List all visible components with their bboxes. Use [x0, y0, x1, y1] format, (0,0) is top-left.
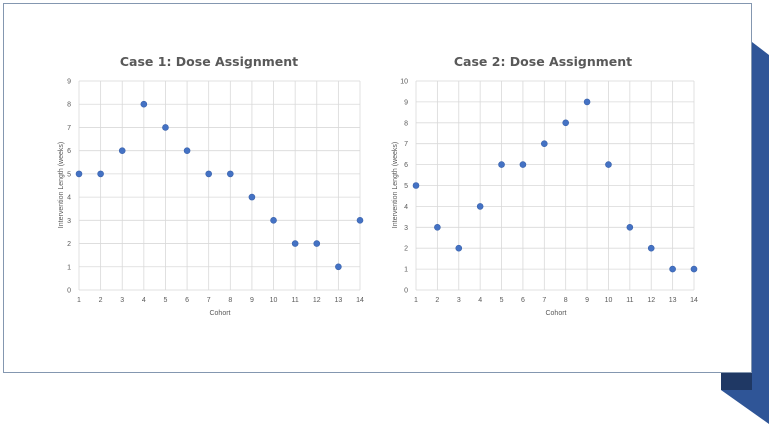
- chart-1-x-tick-label: 8: [228, 297, 232, 304]
- chart-1-y-tick-label: 4: [67, 195, 71, 202]
- chart-2-x-tick-label: 13: [669, 297, 677, 304]
- chart-1-x-tick-label: 9: [250, 297, 254, 304]
- chart-2-data-point: [669, 265, 676, 273]
- chart-1-y-tick-label: 9: [67, 79, 71, 86]
- chart-2-x-tick-label: 9: [585, 297, 589, 304]
- chart-1-y-tick-label: 0: [67, 288, 71, 295]
- chart-1-data-point: [162, 124, 169, 131]
- chart-2-y-tick-label: 7: [404, 141, 408, 148]
- chart-1-gridlines: [78, 80, 361, 291]
- chart-2-data-point: [519, 161, 527, 168]
- chart-1-x-tick-label: 2: [99, 297, 103, 304]
- chart-1-x-tick-label: 6: [185, 297, 189, 304]
- chart-2-y-tick-label: 0: [404, 288, 408, 295]
- ribbon-light: [721, 42, 769, 424]
- chart-1-x-tick-label: 14: [356, 297, 364, 304]
- chart-1-data-point: [313, 240, 321, 247]
- chart-1-x-tick-label: 10: [270, 297, 278, 304]
- chart-2-points: [412, 98, 698, 273]
- chart-1-x-tick-label: 7: [207, 297, 211, 304]
- chart-2-x-axis-label: Cohort: [545, 310, 566, 317]
- chart-2-y-tick-label: 4: [404, 204, 408, 211]
- chart-2-data-point: [498, 161, 505, 168]
- chart-1-data-point: [183, 147, 191, 154]
- chart-2-data-point: [690, 265, 698, 273]
- chart-1-data-point: [248, 193, 256, 201]
- chart-2-data-point: [455, 244, 463, 252]
- chart-1-x-tick-label: 11: [292, 297, 299, 304]
- chart-2-data-point: [434, 224, 441, 231]
- chart-2-gridlines: [415, 80, 695, 291]
- chart-1-data-point: [97, 170, 104, 178]
- chart-1-y-tick-label: 3: [67, 218, 71, 225]
- chart-2-x-tick-label: 6: [521, 297, 525, 304]
- chart-2-data-point: [476, 203, 484, 210]
- chart-1-x-axis-label: Cohort: [209, 310, 230, 317]
- chart-2-x-tick-label: 7: [542, 297, 546, 304]
- chart-1-title: Case 1: Dose Assignment: [120, 54, 298, 69]
- chart-2-y-tick-label: 1: [404, 267, 408, 274]
- chart-1-y-tick-label: 5: [67, 171, 71, 178]
- chart-2-x-tick-label: 11: [626, 297, 633, 304]
- chart-1-data-point: [205, 170, 212, 178]
- chart-2-y-tick-label: 3: [404, 225, 408, 232]
- chart-1-y-tick-label: 2: [67, 241, 71, 248]
- chart-2-data-point: [541, 140, 548, 147]
- chart-1-data-point: [140, 100, 148, 108]
- chart-2-data-point: [583, 98, 591, 106]
- chart-2-x-tick-label: 14: [690, 297, 698, 304]
- chart-2-x-tick-label: 5: [500, 297, 504, 304]
- chart-1-x-tick-label: 5: [164, 297, 168, 304]
- chart-2-x-tick-label: 1: [414, 297, 418, 304]
- chart-2-x-tick-label: 4: [478, 297, 482, 304]
- chart-2-x-tick-label: 12: [647, 297, 655, 304]
- chart-1-data-point: [75, 170, 83, 178]
- chart-2-y-tick-label: 2: [404, 246, 408, 253]
- chart-1-points: [75, 100, 364, 271]
- chart-1-x-tick-label: 1: [77, 297, 81, 304]
- chart-2-data-point: [605, 161, 612, 168]
- chart-1-data-point: [270, 217, 277, 224]
- chart-2-data-point: [412, 182, 420, 189]
- chart-1-y-ticks: 0 1 2 3 4 5 6 7 8 9: [67, 79, 71, 295]
- chart-2-x-tick-label: 8: [564, 297, 568, 304]
- chart-2-x-ticks: 1 2 3 4 5 6 7 8 9 10 11 12 13 14: [414, 297, 698, 304]
- chart-1-x-ticks: 1 2 3 4 5 6 7 8 9 10 11 12 13 14: [77, 297, 364, 304]
- chart-2-data-point: [647, 244, 655, 252]
- chart-2-title: Case 2: Dose Assignment: [454, 54, 632, 69]
- chart-2-y-tick-label: 8: [404, 120, 408, 127]
- chart-1-data-point: [118, 147, 126, 154]
- chart-2-x-tick-label: 2: [435, 297, 439, 304]
- chart-1-x-tick-label: 3: [120, 297, 124, 304]
- chart-1-y-tick-label: 1: [67, 264, 71, 271]
- chart-2-data-point: [626, 224, 634, 231]
- chart-1-data-point: [356, 217, 364, 224]
- chart-1-x-tick-label: 4: [142, 297, 146, 304]
- chart-1-data-point: [335, 263, 342, 271]
- chart-2-y-tick-label: 9: [404, 99, 408, 106]
- chart-1-y-tick-label: 7: [67, 125, 71, 132]
- chart-2-x-tick-label: 3: [457, 297, 461, 304]
- slide-frame: [3, 3, 752, 373]
- chart-1-x-tick-label: 12: [313, 297, 321, 304]
- ribbon-dark: [721, 372, 752, 390]
- chart-2-y-tick-label: 10: [400, 79, 408, 86]
- chart-2-y-ticks: 0 1 2 3 4 5 6 7 8 9 10: [400, 79, 408, 295]
- chart-2-y-tick-label: 6: [404, 162, 408, 169]
- chart-1-data-point: [227, 170, 234, 178]
- chart-1-x-tick-label: 13: [334, 297, 342, 304]
- chart-2-data-point: [562, 119, 569, 127]
- chart-2-y-axis-label: Intervention Length (weeks): [392, 142, 399, 228]
- chart-1-data-point: [291, 240, 299, 247]
- chart-1-y-tick-label: 6: [67, 148, 71, 155]
- chart-2-y-tick-label: 5: [404, 183, 408, 190]
- chart-2-x-tick-label: 10: [605, 297, 613, 304]
- chart-1-y-axis-label: Intervention Length (weeks): [58, 142, 65, 228]
- chart-1-y-tick-label: 8: [67, 102, 71, 109]
